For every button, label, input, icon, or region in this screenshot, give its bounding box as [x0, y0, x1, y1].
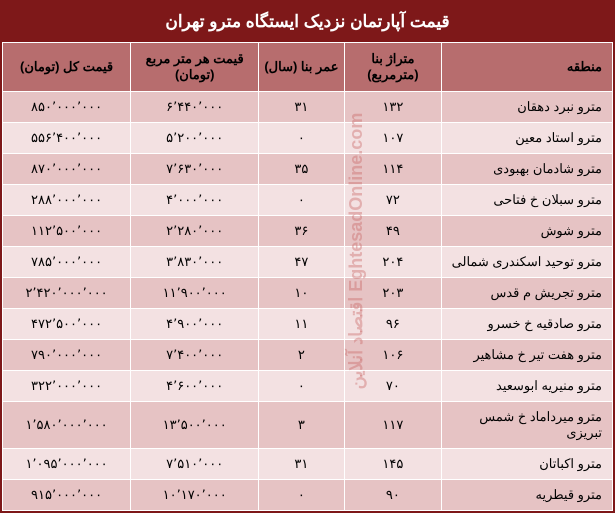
- cell-region: مترو سبلان خ فتاحی: [442, 185, 613, 216]
- cell-age: ۴۷: [259, 247, 344, 278]
- cell-price-sqm: ۱۱٬۹۰۰٬۰۰۰: [131, 278, 259, 309]
- cell-total-price: ۱٬۰۹۵٬۰۰۰٬۰۰۰: [3, 449, 131, 480]
- table-row: مترو توحید اسکندری شمالی۲۰۴۴۷۳٬۸۳۰٬۰۰۰۷۸…: [3, 247, 613, 278]
- cell-region: مترو تجریش م قدس: [442, 278, 613, 309]
- cell-area: ۲۰۴: [344, 247, 442, 278]
- cell-age: ۳۵: [259, 154, 344, 185]
- cell-area: ۲۰۳: [344, 278, 442, 309]
- table-title: قیمت آپارتمان نزدیک ایستگاه مترو تهران: [2, 2, 613, 42]
- cell-area: ۱۰۶: [344, 340, 442, 371]
- cell-age: ۰: [259, 480, 344, 511]
- table-row: مترو قیطریه۹۰۰۱۰٬۱۷۰٬۰۰۰۹۱۵٬۰۰۰٬۰۰۰: [3, 480, 613, 511]
- cell-region: مترو شادمان بهبودی: [442, 154, 613, 185]
- cell-age: ۱۱: [259, 309, 344, 340]
- col-header-region: منطقه: [442, 43, 613, 92]
- cell-age: ۰: [259, 123, 344, 154]
- table-row: مترو منیریه ابوسعید۷۰۰۴٬۶۰۰٬۰۰۰۳۲۲٬۰۰۰٬۰…: [3, 371, 613, 402]
- cell-total-price: ۲۸۸٬۰۰۰٬۰۰۰: [3, 185, 131, 216]
- cell-total-price: ۱٬۵۸۰٬۰۰۰٬۰۰۰: [3, 402, 131, 449]
- cell-region: مترو میرداماد خ شمس تبریزی: [442, 402, 613, 449]
- cell-total-price: ۲٬۴۲۰٬۰۰۰٬۰۰۰: [3, 278, 131, 309]
- cell-area: ۱۳۲: [344, 92, 442, 123]
- cell-total-price: ۹۱۵٬۰۰۰٬۰۰۰: [3, 480, 131, 511]
- cell-total-price: ۱۱۲٬۵۰۰٬۰۰۰: [3, 216, 131, 247]
- table-row: مترو صادقیه خ خسرو۹۶۱۱۴٬۹۰۰٬۰۰۰۴۷۲٬۵۰۰٬۰…: [3, 309, 613, 340]
- cell-price-sqm: ۱۰٬۱۷۰٬۰۰۰: [131, 480, 259, 511]
- cell-price-sqm: ۶٬۴۴۰٬۰۰۰: [131, 92, 259, 123]
- cell-area: ۹۶: [344, 309, 442, 340]
- cell-region: مترو اکباتان: [442, 449, 613, 480]
- cell-price-sqm: ۴٬۰۰۰٬۰۰۰: [131, 185, 259, 216]
- cell-price-sqm: ۴٬۶۰۰٬۰۰۰: [131, 371, 259, 402]
- col-header-total-price: قیمت کل (تومان): [3, 43, 131, 92]
- col-header-age: عمر بنا (سال): [259, 43, 344, 92]
- cell-region: مترو صادقیه خ خسرو: [442, 309, 613, 340]
- cell-area: ۷۲: [344, 185, 442, 216]
- cell-age: ۰: [259, 371, 344, 402]
- cell-age: ۳: [259, 402, 344, 449]
- cell-region: مترو توحید اسکندری شمالی: [442, 247, 613, 278]
- cell-price-sqm: ۷٬۴۰۰٬۰۰۰: [131, 340, 259, 371]
- cell-age: ۰: [259, 185, 344, 216]
- cell-age: ۳۱: [259, 92, 344, 123]
- table-row: مترو اکباتان۱۴۵۳۱۷٬۵۱۰٬۰۰۰۱٬۰۹۵٬۰۰۰٬۰۰۰: [3, 449, 613, 480]
- cell-region: مترو منیریه ابوسعید: [442, 371, 613, 402]
- cell-total-price: ۵۵۶٬۴۰۰٬۰۰۰: [3, 123, 131, 154]
- cell-area: ۴۹: [344, 216, 442, 247]
- cell-region: مترو هفت تیر خ مشاهیر: [442, 340, 613, 371]
- cell-area: ۱۴۵: [344, 449, 442, 480]
- table-row: مترو استاد معین۱۰۷۰۵٬۲۰۰٬۰۰۰۵۵۶٬۴۰۰٬۰۰۰: [3, 123, 613, 154]
- cell-price-sqm: ۱۳٬۵۰۰٬۰۰۰: [131, 402, 259, 449]
- cell-total-price: ۳۲۲٬۰۰۰٬۰۰۰: [3, 371, 131, 402]
- table-header: منطقه متراژ بنا (مترمربع) عمر بنا (سال) …: [3, 43, 613, 92]
- price-table: منطقه متراژ بنا (مترمربع) عمر بنا (سال) …: [2, 42, 613, 511]
- cell-price-sqm: ۷٬۶۳۰٬۰۰۰: [131, 154, 259, 185]
- cell-region: مترو قیطریه: [442, 480, 613, 511]
- cell-region: مترو شوش: [442, 216, 613, 247]
- cell-age: ۳۱: [259, 449, 344, 480]
- cell-price-sqm: ۷٬۵۱۰٬۰۰۰: [131, 449, 259, 480]
- cell-price-sqm: ۴٬۹۰۰٬۰۰۰: [131, 309, 259, 340]
- col-header-area: متراژ بنا (مترمربع): [344, 43, 442, 92]
- col-header-price-sqm: قیمت هر متر مربع (تومان): [131, 43, 259, 92]
- table-row: مترو شادمان بهبودی۱۱۴۳۵۷٬۶۳۰٬۰۰۰۸۷۰٬۰۰۰٬…: [3, 154, 613, 185]
- table-row: مترو میرداماد خ شمس تبریزی۱۱۷۳۱۳٬۵۰۰٬۰۰۰…: [3, 402, 613, 449]
- table-row: مترو شوش۴۹۳۶۲٬۲۸۰٬۰۰۰۱۱۲٬۵۰۰٬۰۰۰: [3, 216, 613, 247]
- price-table-container: قیمت آپارتمان نزدیک ایستگاه مترو تهران م…: [0, 0, 615, 513]
- cell-total-price: ۸۷۰٬۰۰۰٬۰۰۰: [3, 154, 131, 185]
- cell-age: ۱۰: [259, 278, 344, 309]
- cell-price-sqm: ۳٬۸۳۰٬۰۰۰: [131, 247, 259, 278]
- cell-area: ۹۰: [344, 480, 442, 511]
- cell-total-price: ۸۵۰٬۰۰۰٬۰۰۰: [3, 92, 131, 123]
- table-row: مترو سبلان خ فتاحی۷۲۰۴٬۰۰۰٬۰۰۰۲۸۸٬۰۰۰٬۰۰…: [3, 185, 613, 216]
- cell-region: مترو استاد معین: [442, 123, 613, 154]
- cell-price-sqm: ۵٬۲۰۰٬۰۰۰: [131, 123, 259, 154]
- cell-age: ۳۶: [259, 216, 344, 247]
- cell-area: ۱۱۷: [344, 402, 442, 449]
- cell-total-price: ۷۸۵٬۰۰۰٬۰۰۰: [3, 247, 131, 278]
- cell-total-price: ۴۷۲٬۵۰۰٬۰۰۰: [3, 309, 131, 340]
- table-row: مترو تجریش م قدس۲۰۳۱۰۱۱٬۹۰۰٬۰۰۰۲٬۴۲۰٬۰۰۰…: [3, 278, 613, 309]
- cell-total-price: ۷۹۰٬۰۰۰٬۰۰۰: [3, 340, 131, 371]
- table-row: مترو نبرد دهقان۱۳۲۳۱۶٬۴۴۰٬۰۰۰۸۵۰٬۰۰۰٬۰۰۰: [3, 92, 613, 123]
- cell-price-sqm: ۲٬۲۸۰٬۰۰۰: [131, 216, 259, 247]
- table-row: مترو هفت تیر خ مشاهیر۱۰۶۲۷٬۴۰۰٬۰۰۰۷۹۰٬۰۰…: [3, 340, 613, 371]
- cell-area: ۱۰۷: [344, 123, 442, 154]
- table-body: مترو نبرد دهقان۱۳۲۳۱۶٬۴۴۰٬۰۰۰۸۵۰٬۰۰۰٬۰۰۰…: [3, 92, 613, 511]
- cell-area: ۱۱۴: [344, 154, 442, 185]
- cell-area: ۷۰: [344, 371, 442, 402]
- cell-age: ۲: [259, 340, 344, 371]
- cell-region: مترو نبرد دهقان: [442, 92, 613, 123]
